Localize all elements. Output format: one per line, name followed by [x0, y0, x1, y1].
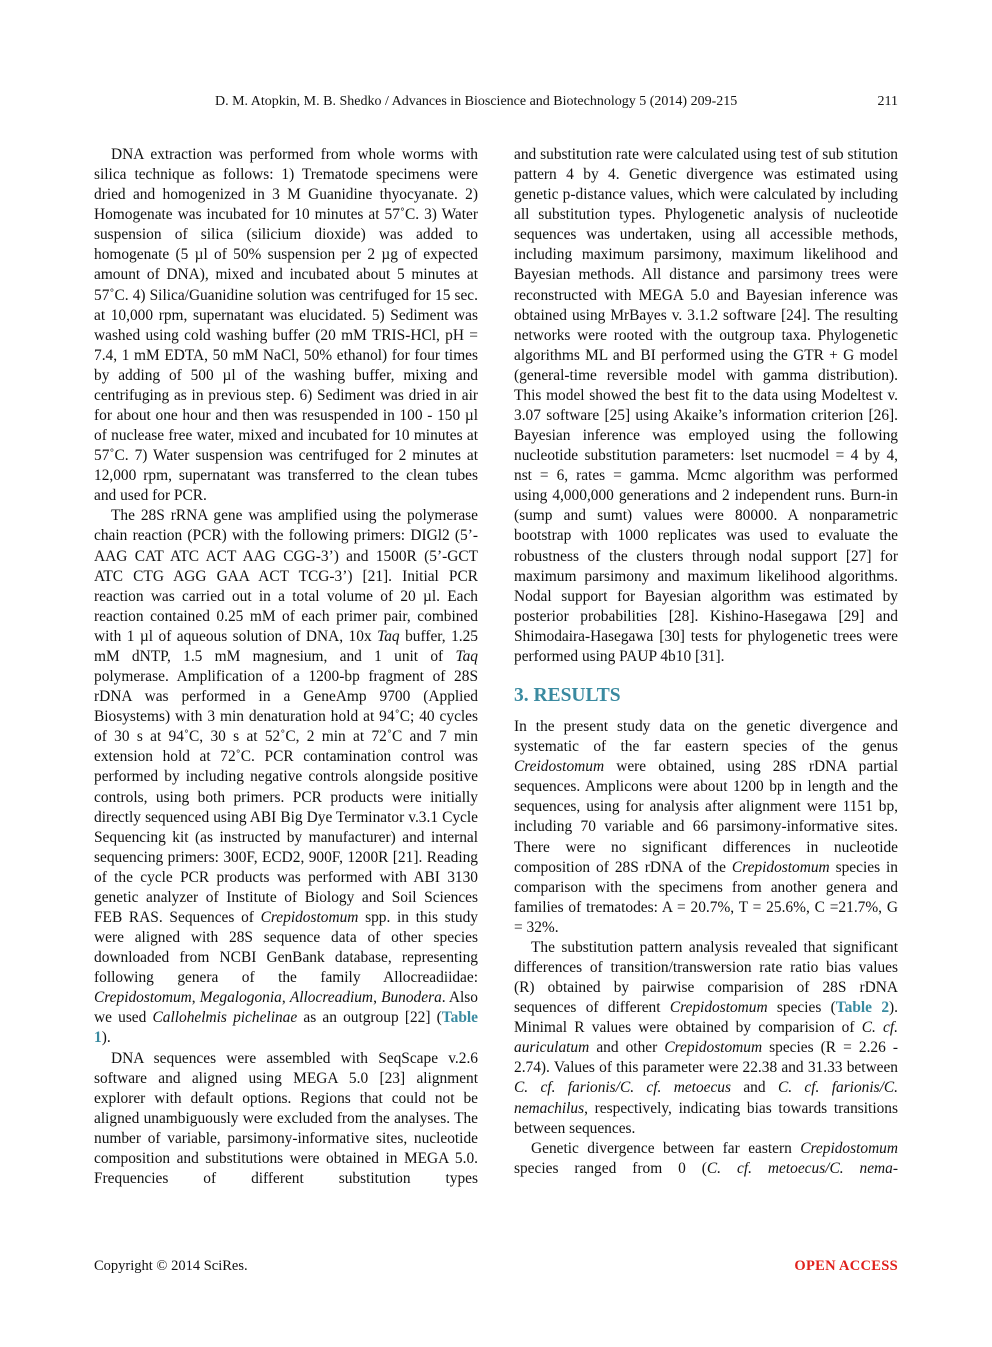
text-run: species in comparison with the specimens… — [514, 858, 898, 936]
text-run: , — [373, 989, 382, 1007]
text-run: and substitution rate were calculated us… — [514, 146, 898, 665]
paragraph: and substitution rate were calculated us… — [514, 145, 898, 667]
right-column: and substitution rate were calculated us… — [514, 145, 898, 1179]
text-run: spp. in this study were aligned with 28S… — [94, 908, 478, 987]
text-run: DNA extraction was performed from whole … — [94, 146, 478, 505]
italic-term: C. cf. farionis/C. cf. metoecus — [514, 1079, 731, 1097]
text-run: and other — [589, 1039, 665, 1057]
paragraph: In the present study data on the genetic… — [514, 717, 898, 938]
page-number: 211 — [877, 94, 898, 109]
text-run: and — [731, 1079, 778, 1097]
italic-term: Bunodera — [381, 989, 442, 1007]
italic-term: Megalogonia — [199, 989, 282, 1007]
text-run: species ( — [767, 999, 836, 1017]
paragraph: Genetic divergence between far eastern C… — [514, 1139, 898, 1179]
text-run: buffer, 1.25 mM dNTP, 1.5 mM magnesium, … — [94, 627, 478, 665]
text-run: polymerase. Amplification of a 1200-bp f… — [94, 668, 478, 926]
text-run: species (R = 2.26 - 2.74). Values of thi… — [514, 1039, 899, 1077]
table-reference-link[interactable]: Table 1 — [94, 1009, 478, 1047]
italic-term: Crepidostomum — [731, 858, 830, 876]
italic-term: Creidostomum — [514, 758, 605, 776]
text-run: ). Minimal R values were obtained by com… — [514, 999, 898, 1037]
italic-term: Taq — [455, 647, 478, 665]
paragraph: DNA sequences were assembled with SeqSca… — [94, 1049, 478, 1190]
text-run: species ranged from 0 ( — [514, 1159, 707, 1177]
italic-term: Crepidostomum — [260, 908, 359, 926]
text-run: The 28S rRNA gene was amplified using th… — [94, 507, 478, 645]
text-run: DNA sequences were assembled with SeqSca… — [94, 1049, 478, 1187]
text-run: Genetic divergence between far eastern — [531, 1139, 801, 1157]
text-run: . Also we used — [94, 989, 478, 1027]
left-column: DNA extraction was performed from whole … — [94, 145, 478, 1189]
running-title: D. M. Atopkin, M. B. Shedko / Advances i… — [215, 94, 738, 109]
text-run: , respectively, indicating bias towards … — [514, 1099, 898, 1137]
italic-term: Crepidostomum — [669, 999, 768, 1017]
text-run: The substitution pattern analysis reveal… — [514, 938, 898, 1017]
paragraph: The 28S rRNA gene was amplified using th… — [94, 506, 478, 1048]
copyright-notice: Copyright © 2014 SciRes. — [94, 1258, 248, 1274]
italic-term: Crepidostomum — [664, 1039, 763, 1057]
section-heading-results: 3. RESULTS — [514, 685, 621, 707]
paragraph: DNA extraction was performed from whole … — [94, 145, 478, 506]
italic-term: C. cf. farionis/C. nemachilus — [514, 1079, 898, 1117]
italic-term: Taq — [377, 627, 400, 645]
page-footer: Copyright © 2014 SciRes. OPEN ACCESS — [94, 1258, 898, 1275]
italic-term: C. cf. auriculatum — [514, 1019, 898, 1057]
text-run: , — [281, 989, 290, 1007]
text-run: were obtained, using 28S rDNA partial se… — [514, 758, 898, 876]
italic-term: Crepidostomum — [800, 1139, 898, 1157]
italic-term: C. cf. metoecus/C. nema- — [706, 1159, 898, 1177]
open-access-badge: OPEN ACCESS — [794, 1258, 898, 1274]
table-reference-link[interactable]: Table 2 — [835, 999, 890, 1017]
text-run: In the present study data on the genetic… — [514, 718, 898, 756]
italic-term: Allocreadium — [289, 989, 374, 1007]
italic-term: Callohelmis pichelinae — [152, 1009, 298, 1027]
text-run: ). — [101, 1029, 111, 1047]
italic-term: Crepidostomum — [94, 989, 192, 1007]
paragraph: The substitution pattern analysis reveal… — [514, 938, 898, 1139]
text-run: , — [191, 989, 200, 1007]
text-run: as an outgroup [22] ( — [297, 1009, 442, 1027]
